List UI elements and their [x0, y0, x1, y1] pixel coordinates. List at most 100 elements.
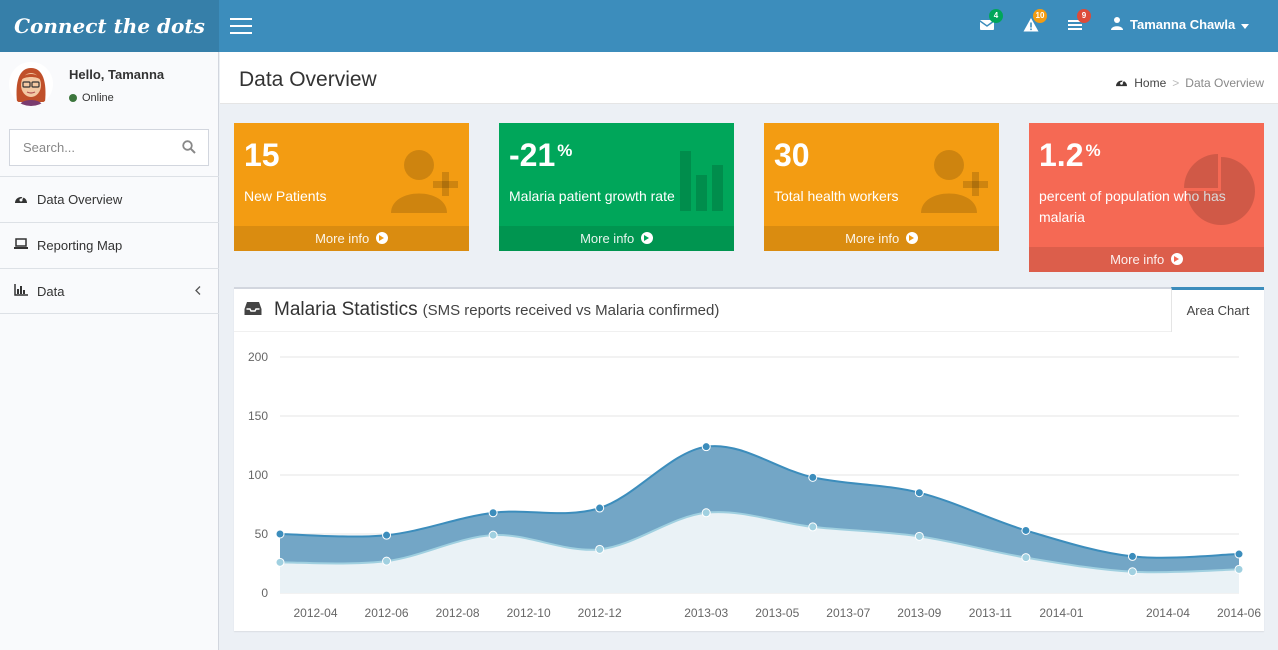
user-panel: Hello, Tamanna Online: [0, 52, 219, 118]
malaria-statistics-box: Malaria Statistics (SMS reports received…: [234, 287, 1264, 631]
x-tick-label: 2013-03: [684, 606, 728, 620]
data-point: [595, 503, 605, 513]
laptop-icon: [14, 238, 28, 253]
stat-label: Malaria patient growth rate: [509, 188, 675, 204]
warning-icon[interactable]: 10: [1023, 9, 1047, 35]
data-point: [595, 544, 605, 554]
bar-chart-icon: [666, 141, 726, 225]
data-point: [808, 522, 818, 532]
x-tick-label: 2013-11: [969, 606, 1012, 620]
series-line-sms-reports: [279, 445, 1240, 559]
x-tick-label: 2014-01: [1039, 606, 1083, 620]
sidebar-item-label: Data Overview: [37, 192, 123, 207]
sidebar-item-data[interactable]: Data: [0, 268, 219, 314]
tab-area-chart[interactable]: Area Chart: [1171, 287, 1264, 332]
data-point: [488, 508, 498, 518]
page-title: Data Overview: [239, 68, 377, 91]
stat-box-new-patients: 15 New Patients More info: [234, 123, 469, 251]
user-add-icon: [391, 141, 461, 216]
x-tick-label: 2014-04: [1146, 606, 1190, 620]
bar-chart-icon: [14, 283, 28, 299]
more-info-link[interactable]: More info: [1029, 247, 1264, 272]
arrow-circle-right-icon: [375, 232, 388, 244]
chevron-left-icon: [195, 283, 201, 298]
top-navbar: Connect the dots 4 10 9 Tamanna Chawla: [0, 0, 1278, 52]
avatar: [9, 62, 53, 106]
data-point: [1021, 553, 1031, 563]
data-point: [382, 530, 392, 540]
status-dot-icon: [69, 94, 77, 102]
sidebar-search: [9, 129, 209, 166]
y-tick-label: 150: [248, 409, 268, 423]
y-tick-label: 100: [248, 468, 268, 482]
y-tick-label: 0: [261, 586, 268, 600]
x-tick-label: 2012-12: [578, 606, 622, 620]
breadcrumb-current: Data Overview: [1185, 76, 1264, 90]
stat-value: 1.2%: [1039, 137, 1101, 173]
arrow-circle-right-icon: [640, 232, 653, 244]
data-point: [808, 472, 818, 482]
stat-value: 15: [244, 137, 280, 173]
dashboard-icon: [1115, 76, 1128, 90]
data-point: [1234, 549, 1244, 559]
y-tick-label: 50: [255, 527, 269, 541]
data-point: [701, 442, 711, 452]
data-point: [914, 531, 924, 541]
status-text: Online: [82, 92, 114, 104]
stat-box-health-workers: 30 Total health workers More info: [764, 123, 999, 251]
tasks-icon[interactable]: 9: [1067, 9, 1091, 35]
task-count-badge: 9: [1077, 9, 1091, 23]
chart-title: Malaria Statistics: [274, 299, 418, 320]
content-header: Data Overview Home > Data Overview: [220, 52, 1278, 104]
x-tick-label: 2012-04: [293, 606, 337, 620]
data-point: [1127, 551, 1137, 561]
x-tick-label: 2012-06: [365, 606, 409, 620]
stat-label: percent of population who has malaria: [1039, 188, 1226, 225]
stat-label: New Patients: [244, 188, 327, 204]
sidebar-item-label: Reporting Map: [37, 238, 123, 253]
data-point: [701, 508, 711, 518]
sidebar-item-reporting-map[interactable]: Reporting Map: [0, 222, 219, 268]
sidebar-item-data-overview[interactable]: Data Overview: [0, 176, 219, 222]
envelope-icon[interactable]: 4: [979, 9, 1003, 35]
stat-box-growth-rate: -21% Malaria patient growth rate More in…: [499, 123, 734, 251]
arrow-circle-right-icon: [1170, 253, 1183, 265]
message-count-badge: 4: [989, 9, 1003, 23]
sidebar-menu: Data Overview Reporting Map Data: [0, 176, 219, 314]
more-info-link[interactable]: More info: [764, 226, 999, 251]
data-point: [275, 529, 285, 539]
dashboard-icon: [14, 192, 28, 207]
x-tick-label: 2013-07: [826, 606, 870, 620]
x-tick-label: 2013-09: [897, 606, 941, 620]
data-point: [914, 488, 924, 498]
area-chart: 0 50 100 150 200 2012-04 2012-06 2012-08 2012-10…: [248, 350, 1261, 620]
breadcrumb-home-link[interactable]: Home: [1134, 76, 1167, 90]
chart-subtitle: (SMS reports received vs Malaria confirm…: [422, 301, 720, 319]
search-input[interactable]: [10, 130, 170, 165]
breadcrumb: Home > Data Overview: [1115, 76, 1264, 90]
data-point: [275, 557, 285, 567]
x-tick-label: 2013-05: [755, 606, 799, 620]
user-icon: [1110, 16, 1124, 33]
stat-label: Total health workers: [774, 188, 899, 204]
caret-down-icon: [1241, 17, 1250, 32]
hamburger-icon[interactable]: [230, 18, 252, 34]
sidebar: Hello, Tamanna Online Data Overview Repo…: [0, 52, 219, 650]
x-tick-label: 2014-06: [1217, 606, 1261, 620]
user-menu[interactable]: Tamanna Chawla: [1110, 16, 1250, 33]
chart-box-header: Malaria Statistics (SMS reports received…: [244, 299, 719, 321]
user-add-icon: [921, 141, 991, 216]
more-info-link[interactable]: More info: [234, 226, 469, 251]
data-point: [488, 530, 498, 540]
series-area-malaria-confirmed: [280, 512, 1239, 593]
series-line-malaria-confirmed: [279, 511, 1240, 574]
data-point: [1127, 567, 1137, 577]
tab-divider: [234, 331, 1171, 332]
more-info-link[interactable]: More info: [499, 226, 734, 251]
stat-value: -21%: [509, 137, 573, 173]
online-status: Online: [69, 92, 114, 104]
search-icon[interactable]: [182, 140, 196, 157]
app-logo[interactable]: Connect the dots: [0, 0, 219, 52]
sidebar-item-label: Data: [37, 283, 65, 299]
y-tick-label: 200: [248, 350, 268, 364]
